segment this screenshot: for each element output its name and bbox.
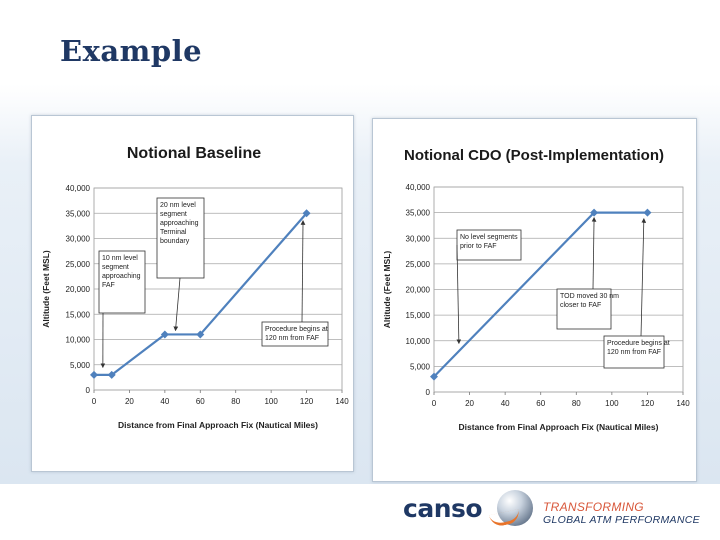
tagline-line2: GLOBAL ATM PERFORMANCE	[543, 514, 700, 526]
chart-panel-baseline: Notional Baseline 0 5,000 10,000 15,000 20,00…	[31, 115, 354, 472]
y-tick-label: 35,000	[66, 209, 91, 218]
y-tick-label: 25,000	[406, 260, 431, 269]
y-axis-label: Altitude (Feet MSL)	[382, 251, 392, 329]
callout-text: No level segments	[460, 234, 518, 241]
callout-text: approaching	[102, 273, 141, 280]
x-axis-label: Distance from Final Approach Fix (Nautic…	[459, 422, 659, 432]
y-tick-label: 35,000	[406, 209, 431, 218]
data-point	[302, 209, 311, 218]
y-tick-label: 20,000	[406, 286, 431, 295]
y-axis-label: Altitude (Feet MSL)	[41, 250, 51, 328]
callout-text: 20 nm level	[160, 202, 196, 209]
callout-arrow	[173, 277, 181, 332]
y-tick-label: 25,000	[66, 260, 91, 269]
y-tick-label: 40,000	[406, 183, 431, 192]
x-tick-label: 40	[160, 397, 169, 406]
callout-text: TOD moved 30 nm	[560, 293, 619, 300]
callout-box	[261, 321, 329, 347]
y-tick-label: 0	[426, 388, 431, 397]
data-point	[107, 370, 116, 379]
x-tick-label: 0	[92, 397, 97, 406]
baseline-chart: Notional Baseline 0 5,000 10,000 15,000 20,00…	[41, 145, 349, 430]
callout-text: approaching	[160, 220, 199, 227]
callout-text: 120 nm from FAF	[607, 349, 661, 356]
callout-arrow	[456, 244, 462, 345]
x-tick-label: 120	[300, 397, 314, 406]
x-tick-label: 140	[676, 399, 690, 408]
y-tick-label: 40,000	[66, 184, 91, 193]
data-point	[196, 330, 205, 339]
x-tick-label: 20	[465, 399, 474, 408]
x-tick-label: 120	[641, 399, 655, 408]
callout-text: Procedure begins at	[607, 340, 670, 347]
callout-text: Procedure begins at	[265, 326, 328, 333]
tagline-line1: TRANSFORMING	[543, 500, 644, 514]
callout-text: Terminal	[160, 229, 187, 236]
callout-text: FAF	[102, 282, 115, 289]
x-axis-label: Distance from Final Approach Fix (Nautic…	[118, 420, 318, 430]
chart-panel-cdo: Notional CDO (Post-Implementation) 0 5,000…	[372, 118, 697, 482]
y-tick-label: 0	[86, 386, 91, 395]
callout-arrow	[591, 216, 597, 290]
x-tick-label: 140	[335, 397, 349, 406]
slide-title: Example	[60, 34, 203, 68]
y-tick-label: 5,000	[410, 362, 431, 371]
callout-text: 120 nm from FAF	[265, 335, 319, 342]
y-tick-label: 10,000	[66, 336, 91, 345]
x-tick-label: 100	[605, 399, 619, 408]
cdo-chart: Notional CDO (Post-Implementation) 0 5,000…	[382, 147, 690, 432]
chart-title: Notional CDO (Post-Implementation)	[404, 147, 664, 164]
x-tick-label: 60	[536, 399, 545, 408]
callout-text: closer to FAF	[560, 302, 601, 309]
callout-text: segment	[102, 264, 129, 271]
y-tick-label: 20,000	[66, 285, 91, 294]
x-tick-label: 80	[572, 399, 581, 408]
callout-box	[456, 229, 522, 261]
y-tick-label: 5,000	[70, 361, 91, 370]
y-tick-label: 30,000	[406, 234, 431, 243]
data-point	[430, 372, 438, 381]
globe-logo-icon	[497, 490, 533, 526]
data-point	[160, 330, 169, 339]
y-tick-label: 15,000	[406, 311, 431, 320]
callout-box	[556, 288, 612, 330]
callout-text: boundary	[160, 238, 190, 245]
x-tick-label: 40	[501, 399, 510, 408]
data-point	[643, 208, 652, 217]
data-point	[90, 370, 98, 379]
callout-box	[603, 335, 665, 369]
callout-arrow	[300, 220, 306, 323]
y-tick-label: 30,000	[66, 235, 91, 244]
callout-text: 10 nm level	[102, 255, 138, 262]
callout-box	[98, 250, 146, 314]
canso-logo: canso	[403, 494, 483, 523]
y-tick-label: 10,000	[406, 337, 431, 346]
callout-text: prior to FAF	[460, 243, 497, 250]
x-tick-label: 20	[125, 397, 134, 406]
footer	[0, 484, 720, 540]
x-tick-label: 80	[231, 397, 240, 406]
x-tick-label: 60	[196, 397, 205, 406]
chart-title: Notional Baseline	[127, 145, 261, 162]
callout-arrow	[640, 217, 647, 337]
callout-text: segment	[160, 211, 187, 218]
data-point	[590, 208, 599, 217]
x-tick-label: 100	[264, 397, 278, 406]
callout-box	[156, 197, 205, 279]
y-tick-label: 15,000	[66, 310, 91, 319]
x-tick-label: 0	[432, 399, 437, 408]
